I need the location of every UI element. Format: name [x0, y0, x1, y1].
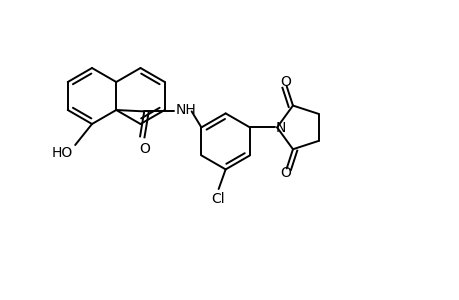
Text: HO: HO [52, 146, 73, 160]
Text: NH: NH [175, 103, 196, 117]
Text: O: O [279, 75, 290, 88]
Text: Cl: Cl [210, 192, 224, 206]
Text: N: N [275, 122, 286, 135]
Text: O: O [279, 166, 290, 180]
Text: O: O [139, 142, 150, 156]
